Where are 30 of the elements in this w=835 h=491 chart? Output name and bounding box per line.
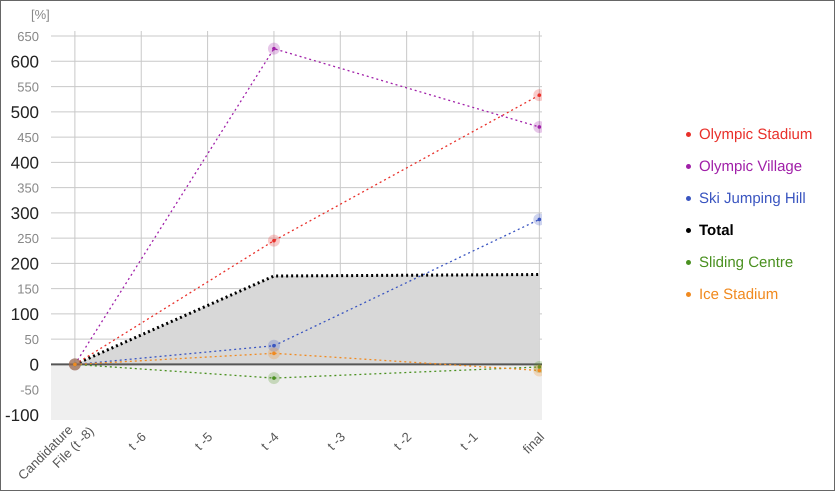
- y-tick-label: 100: [10, 304, 39, 324]
- y-tick-label: 650: [17, 29, 39, 44]
- legend-label: Ski Jumping Hill: [699, 190, 806, 206]
- y-tick-label: 400: [10, 153, 39, 172]
- y-tick-label: 500: [10, 102, 39, 122]
- x-tick-label: t -1: [456, 429, 481, 454]
- x-tick-label: t -5: [191, 429, 216, 454]
- legend-label: Ice Stadium: [699, 286, 778, 302]
- y-tick-label: 0: [30, 355, 39, 374]
- y-tick-label: 450: [17, 130, 39, 146]
- y-tick-label: 200: [10, 254, 39, 274]
- y-tick-label: 50: [24, 332, 39, 348]
- y-tick-label: -100: [4, 406, 39, 425]
- point: [268, 234, 280, 247]
- legend-label: Sliding Centre: [699, 254, 794, 270]
- legend-label: Olympic Stadium: [699, 126, 812, 142]
- y-axis-title: [%]: [31, 7, 50, 22]
- legend-label: Total: [699, 222, 734, 238]
- y-tick-label: 150: [17, 282, 39, 297]
- x-tick-label: t -4: [258, 429, 282, 454]
- legend-label: Olympic Village: [699, 158, 802, 174]
- y-tick-label: 550: [17, 80, 39, 95]
- y-tick-label: 250: [17, 231, 39, 246]
- y-tick-label: 300: [10, 204, 39, 223]
- y-tick-label: 600: [10, 52, 39, 72]
- x-tick-label: t -3: [324, 429, 348, 454]
- x-tick-label: t -2: [390, 429, 414, 454]
- y-tick-label: -50: [20, 382, 39, 398]
- x-tick-label: t -6: [125, 429, 150, 454]
- y-tick-label: 350: [17, 180, 39, 196]
